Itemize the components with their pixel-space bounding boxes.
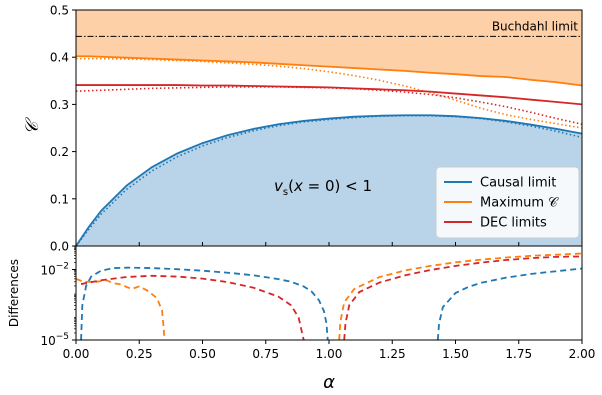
top-y-axis-label: 𝒞 <box>22 117 43 135</box>
bottom-y-tick-label: 10−2 <box>40 262 69 278</box>
series-line-dec-dotted <box>75 86 583 126</box>
legend-label-dec-limits: DEC limits <box>480 216 547 231</box>
causality-annotation: vs(x = 0) < 1 <box>274 177 372 198</box>
series-line-max-solid <box>76 55 583 87</box>
top-y-tick-label: 0.5 <box>50 4 69 18</box>
x-tick-label: 1.25 <box>379 347 406 361</box>
top-y-tick-label: 0.3 <box>50 98 69 112</box>
bottom-panel: 10−2 10−5 0.00 0.25 0.50 0.75 1.00 1.25 1.50 1.7… <box>7 242 595 393</box>
series-line-max-dotted <box>76 57 583 129</box>
x-axis-label: α <box>323 372 335 393</box>
x-tick-label: 0.25 <box>126 347 153 361</box>
legend-frame <box>435 166 580 239</box>
series-line-max-diff-a <box>75 278 166 341</box>
x-tick-label: 0.00 <box>63 347 90 361</box>
series-line-dec-diff-a <box>80 274 305 341</box>
top-y-tick-label: 0.0 <box>50 240 69 254</box>
series-line-causal-diff-a <box>80 266 329 341</box>
series-line-dec-diff-b <box>343 255 583 341</box>
bottom-y-tick-label: 10−5 <box>40 332 69 348</box>
area-above-maximum <box>76 10 582 86</box>
series-line-causal-dotted <box>75 114 583 247</box>
top-y-tick-label: 0.4 <box>50 51 69 65</box>
x-tick-label: 2.00 <box>569 347 596 361</box>
x-tick-label: 0.50 <box>189 347 216 361</box>
x-tick-label: 1.75 <box>505 347 532 361</box>
bottom-series-lines <box>75 252 583 341</box>
series-line-causal-diff-b <box>436 267 583 341</box>
legend-label-causal-limit: Causal limit <box>480 176 556 191</box>
bottom-y-axis-ticks: 10−2 10−5 <box>40 246 76 348</box>
series-line-causal-solid <box>75 114 583 247</box>
series-line-max-diff-b <box>338 252 583 341</box>
buchdahl-limit-label: Buchdahl limit <box>492 19 578 33</box>
top-y-axis-ticks: 0.0 0.1 0.2 0.3 0.4 0.5 <box>50 4 76 254</box>
top-series-lines <box>75 55 583 247</box>
x-axis-ticks: 0.00 0.25 0.50 0.75 1.00 1.25 1.50 1.75 2.00 <box>63 242 596 361</box>
top-y-tick-label: 0.1 <box>50 192 69 206</box>
x-tick-label: 1.50 <box>442 347 469 361</box>
bottom-y-axis-label: Differences <box>7 259 21 327</box>
x-tick-label: 0.75 <box>252 347 279 361</box>
top-panel: Buchdahl limit vs(x = 0) < 1 Causal limi… <box>22 4 583 254</box>
top-y-tick-label: 0.2 <box>50 145 69 159</box>
legend: Causal limit Maximum 𝒞 DEC limits <box>435 166 580 239</box>
legend-label-maximum: Maximum 𝒞 <box>480 196 559 211</box>
x-tick-label: 1.00 <box>316 347 343 361</box>
